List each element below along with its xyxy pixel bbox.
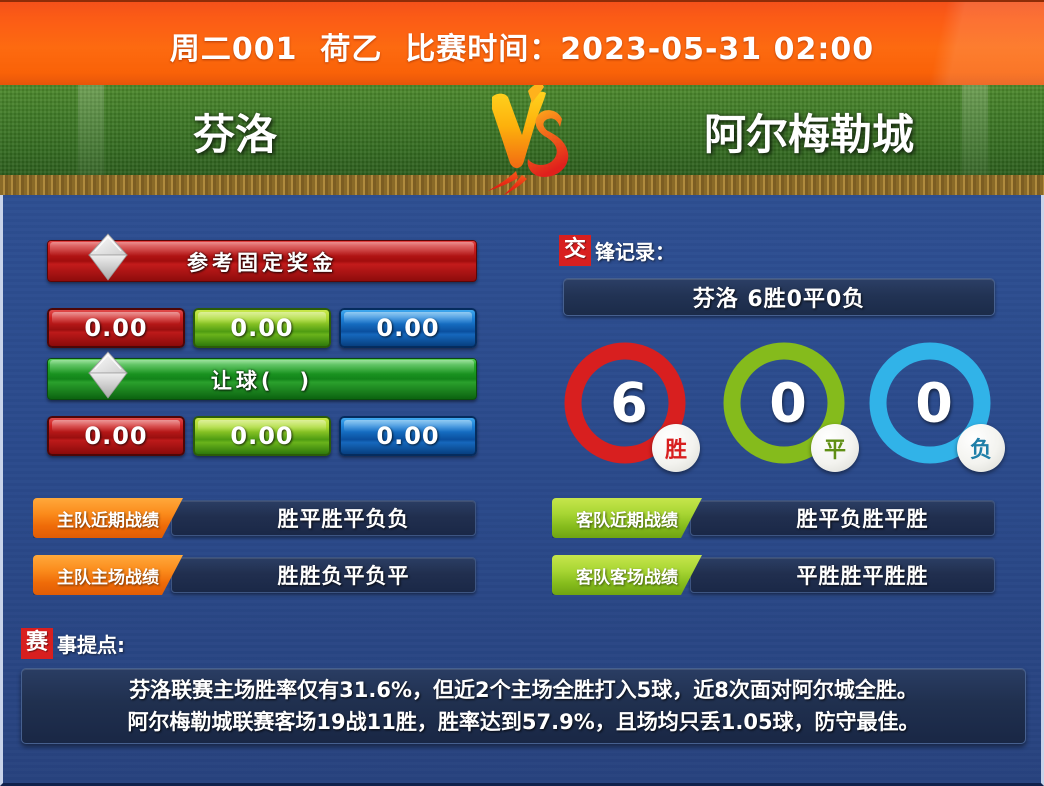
grass-stripe [78,85,104,175]
home-venue-form-value: 胜胜负平负平 [277,564,410,588]
handicap-odds-draw-value: 0.00 [230,422,294,450]
h2h-draw-badge: 平 [811,424,859,472]
fixed-odds-draw-bg [193,308,331,348]
h2h-summary-text: 芬洛 6胜0平0负 [692,287,866,312]
tips-title-tag: 赛 [21,628,54,659]
fixed-odds-home-value: 0.00 [84,314,148,342]
away-venue-form-row: 客队客场战绩 平胜胜平胜胜 [552,555,995,595]
fixed-odds-home[interactable]: 0.00 [47,308,185,348]
home-team-name: 芬洛 [192,110,277,159]
away-recent-form-bar: 胜平负胜平胜 [690,500,995,536]
fixed-prize-header-label: 参考固定奖金 [187,251,337,275]
home-venue-form-bar: 胜胜负平负平 [171,557,476,593]
home-venue-form-label: 主队主场战绩 [33,555,183,595]
h2h-title-rest: 锋记录： [595,240,676,264]
h2h-lose-count: 0 [915,371,953,435]
home-recent-form-bar: 胜平胜平负负 [171,500,476,536]
handicap-odds-draw[interactable]: 0.00 [193,416,331,456]
away-recent-form-label: 客队近期战绩 [552,498,702,538]
dirt-strip [0,175,1044,195]
home-recent-form-value: 胜平胜平负负 [277,507,410,531]
home-venue-form-row: 主队主场战绩 胜胜负平负平 [33,555,476,595]
ring-win-icon [564,342,686,464]
tips-line-1: 芬洛联赛主场胜率仅有31.6%，但近2个主场全胜打入5球，近8次面对阿尔城全胜。 [129,678,918,702]
handicap-odds-home-bg [47,416,185,456]
main-panel: 参考固定奖金 [0,195,1044,786]
h2h-draw-count: 0 [769,371,807,435]
h2h-ring-win: 6 胜 [560,338,700,472]
h2h-title: 交 锋记录： [559,235,675,266]
handicap-odds-home-value: 0.00 [84,422,148,450]
handicap-odds-away-value: 0.00 [376,422,440,450]
tips-line-2: 阿尔梅勒城联赛客场19战11胜，胜率达到57.9%，且场均只丢1.05球，防守最… [127,710,920,734]
handicap-odds-away-bg [339,416,477,456]
fixed-odds-draw-value: 0.00 [230,314,294,342]
fixed-odds-draw[interactable]: 0.00 [193,308,331,348]
ring-lose-icon [869,342,991,464]
away-team-name: 阿尔梅勒城 [703,110,914,159]
handicap-header: 让球( ) [47,351,477,400]
h2h-lose-badge: 负 [957,424,1005,472]
fixed-prize-header: 参考固定奖金 [47,233,477,282]
h2h-ring-lose: 0 负 [865,338,1005,472]
diamond-icon [87,231,129,283]
pitch-banner: 芬洛 [0,85,1044,195]
away-recent-form-value: 胜平负胜平胜 [796,507,929,531]
vs-icon [470,85,574,195]
away-venue-form-label: 客队客场战绩 [552,555,702,595]
ring-draw-icon [723,342,845,464]
h2h-summary-bar: 芬洛 6胜0平0负 [563,278,995,316]
grass-stripe [962,85,988,175]
fixed-odds-away[interactable]: 0.00 [339,308,477,348]
header-title: 周二001 荷乙 比赛时间：2023-05-31 02:00 [169,32,875,67]
handicap-odds-home[interactable]: 0.00 [47,416,185,456]
fixed-odds-away-value: 0.00 [376,314,440,342]
fixed-odds-home-bg [47,308,185,348]
fixed-odds-away-bg [339,308,477,348]
handicap-odds-draw-bg [193,416,331,456]
handicap-header-label: 让球( ) [210,369,314,393]
header-bar: 周二001 荷乙 比赛时间：2023-05-31 02:00 [0,0,1044,85]
diamond-icon [87,349,129,401]
away-venue-form-value: 平胜胜平胜胜 [796,564,929,588]
tips-title: 赛 事提点: [21,628,125,659]
tips-title-rest: 事提点: [57,633,126,657]
home-recent-form-label: 主队近期战绩 [33,498,183,538]
away-recent-form-row: 客队近期战绩 胜平负胜平胜 [552,498,995,538]
h2h-title-tag: 交 [559,235,592,266]
away-venue-form-bar: 平胜胜平胜胜 [690,557,995,593]
h2h-win-count: 6 [610,371,648,435]
handicap-odds-away[interactable]: 0.00 [339,416,477,456]
home-recent-form-row: 主队近期战绩 胜平胜平负负 [33,498,476,538]
h2h-ring-draw: 0 平 [719,338,859,472]
h2h-win-badge: 胜 [652,424,700,472]
tips-box: 芬洛联赛主场胜率仅有31.6%，但近2个主场全胜打入5球，近8次面对阿尔城全胜。… [21,668,1026,744]
